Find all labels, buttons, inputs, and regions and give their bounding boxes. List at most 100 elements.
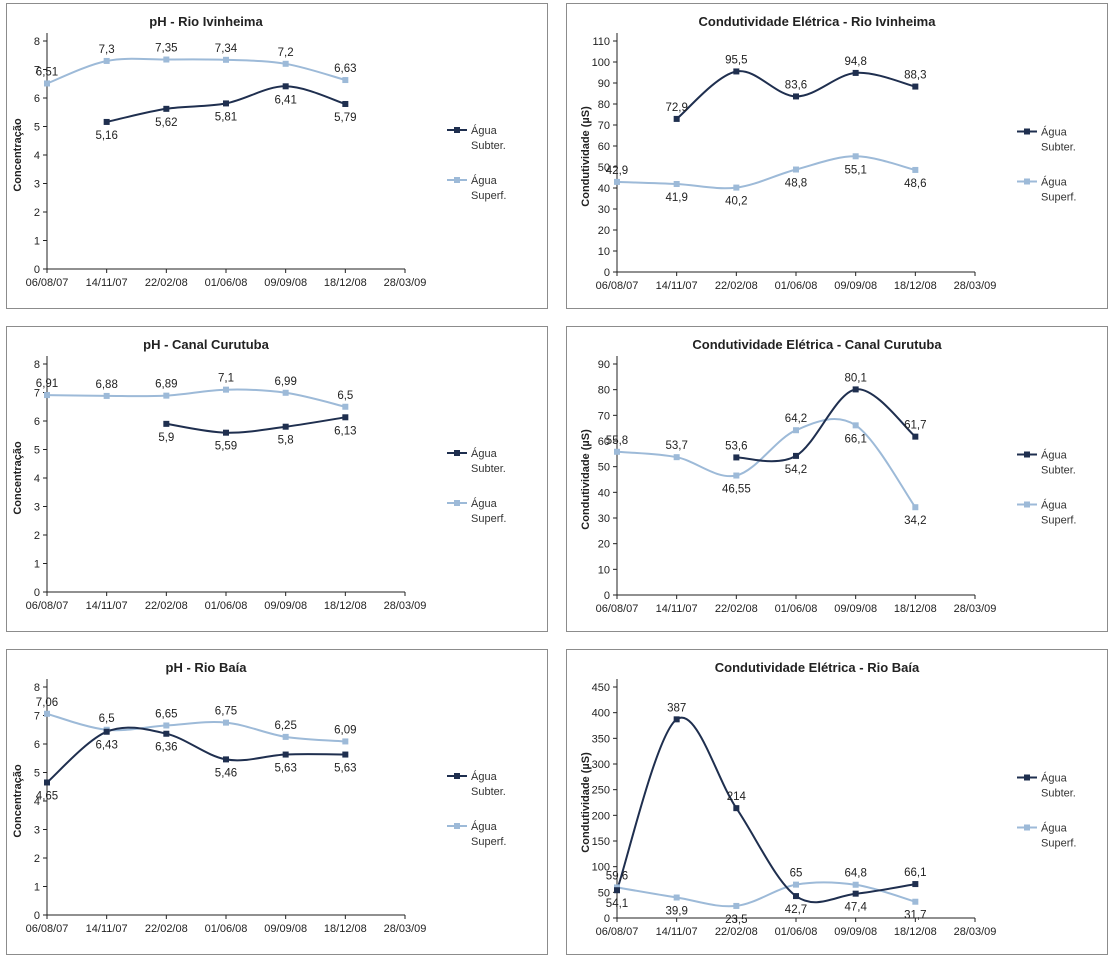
data-label: 41,9 — [665, 192, 687, 204]
legend-swatch-marker — [1024, 178, 1030, 185]
x-tick-label: 22/02/08 — [145, 600, 188, 612]
data-point-superf — [852, 153, 859, 160]
legend-label: Água — [471, 820, 498, 833]
data-label: 48,8 — [785, 178, 807, 190]
y-tick-label: 6 — [34, 739, 40, 751]
data-point-superf — [342, 403, 349, 410]
data-label: 6,5 — [99, 713, 115, 725]
data-label: 7,3 — [99, 44, 115, 56]
x-tick-label: 14/11/07 — [656, 926, 698, 938]
data-label: 5,59 — [215, 441, 237, 453]
data-point-superf — [912, 166, 919, 173]
legend-label: Superf. — [1041, 192, 1076, 204]
legend-label: Superf. — [471, 836, 506, 848]
data-point-subter — [852, 386, 859, 393]
legend-label: Água — [471, 447, 498, 460]
data-point-superf — [163, 56, 170, 63]
chart-title: pH - Rio Baía — [166, 660, 248, 675]
x-tick-label: 01/06/08 — [775, 603, 818, 615]
y-tick-label: 50 — [598, 462, 610, 474]
y-tick-label: 1 — [34, 882, 40, 894]
data-point-subter — [342, 751, 349, 758]
y-tick-label: 0 — [604, 590, 610, 602]
y-tick-label: 150 — [592, 836, 610, 848]
data-label: 6,75 — [215, 706, 237, 718]
data-label: 54,1 — [606, 898, 628, 910]
data-point-subter — [282, 751, 289, 758]
x-tick-label: 06/08/07 — [596, 603, 639, 615]
series-line-superf — [616, 881, 916, 908]
y-tick-label: 0 — [34, 587, 40, 599]
data-label: 40,2 — [725, 196, 747, 208]
data-label: 83,6 — [785, 79, 807, 91]
y-tick-label: 30 — [598, 204, 610, 216]
y-tick-label: 1 — [34, 559, 40, 571]
data-point-superf — [223, 719, 229, 726]
y-axis-label: Concentração — [12, 118, 24, 192]
y-tick-label: 200 — [592, 810, 610, 822]
legend-label: Água — [1041, 499, 1068, 512]
chart-title: Condutividade Elétrica - Rio Ivinheima — [699, 14, 937, 29]
x-tick-label: 28/03/09 — [384, 923, 427, 935]
data-point-superf — [852, 881, 859, 888]
x-tick-label: 18/12/08 — [894, 926, 937, 938]
y-tick-label: 8 — [34, 359, 40, 371]
data-point-subter — [614, 887, 620, 894]
data-label: 6,65 — [155, 708, 177, 720]
x-tick-label: 18/12/08 — [324, 600, 367, 612]
data-point-superf — [44, 710, 50, 717]
data-label: 5,8 — [278, 435, 294, 447]
legend-swatch-marker — [454, 500, 460, 506]
x-tick-label: 28/03/09 — [954, 926, 997, 938]
data-point-subter — [912, 83, 919, 90]
chart-title: pH - Rio Ivinheima — [149, 14, 263, 29]
y-tick-label: 100 — [592, 862, 610, 874]
chart-title: Condutividade Elétrica - Canal Curutuba — [692, 337, 942, 352]
data-label: 64,2 — [785, 413, 807, 425]
data-point-superf — [733, 184, 740, 191]
y-tick-label: 10 — [598, 564, 610, 576]
legend-label: Subter. — [471, 140, 506, 152]
data-label: 42,9 — [606, 165, 628, 177]
data-point-superf — [673, 181, 680, 188]
y-tick-label: 3 — [34, 825, 40, 837]
y-tick-label: 70 — [598, 410, 610, 422]
data-label: 94,8 — [844, 56, 866, 68]
legend-label: Água — [471, 124, 498, 137]
y-tick-label: 450 — [592, 682, 610, 694]
data-point-superf — [163, 392, 170, 399]
data-point-subter — [163, 420, 170, 427]
chart-ph-rio-baia: pH - Rio Baía 0 1 2 3 4 5 6 7 8 06/08/07 14/11/07 22… — [12, 660, 506, 935]
y-axis-label: Concentração — [12, 441, 24, 515]
x-tick-label: 14/11/07 — [86, 600, 128, 612]
y-tick-label: 50 — [598, 887, 610, 899]
x-tick-label: 22/02/08 — [145, 923, 188, 935]
data-label: 64,8 — [844, 868, 866, 880]
data-label: 214 — [727, 791, 747, 803]
data-point-superf — [673, 454, 680, 461]
y-tick-label: 6 — [34, 416, 40, 428]
data-point-subter — [163, 105, 170, 112]
data-point-superf — [912, 504, 919, 511]
data-point-superf — [342, 77, 349, 84]
x-tick-label: 22/02/08 — [715, 603, 758, 615]
data-point-subter — [793, 452, 799, 459]
data-label: 4,65 — [36, 790, 58, 802]
y-tick-label: 2 — [34, 207, 40, 219]
data-point-subter — [793, 93, 799, 100]
data-point-superf — [912, 898, 919, 905]
data-point-subter — [733, 805, 740, 812]
data-label: 6,99 — [274, 376, 296, 388]
y-tick-label: 7 — [34, 711, 40, 723]
data-point-superf — [793, 427, 799, 434]
data-point-subter — [733, 68, 740, 75]
y-tick-label: 20 — [598, 225, 610, 237]
data-label: 23,5 — [725, 914, 747, 926]
data-label: 80,1 — [844, 372, 866, 384]
data-point-subter — [852, 69, 859, 76]
chart-condutividade-canal-curutuba: Condutividade Elétrica - Canal Curutuba 0… — [580, 337, 1076, 615]
chart-ph-rio-ivinheima: pH - Rio Ivinheima 0 1 2 3 4 5 6 7 8 06/08/07 14/11… — [12, 14, 506, 289]
data-label: 6,89 — [155, 379, 177, 391]
legend-label: Água — [471, 497, 498, 510]
data-label: 59,6 — [606, 870, 628, 882]
